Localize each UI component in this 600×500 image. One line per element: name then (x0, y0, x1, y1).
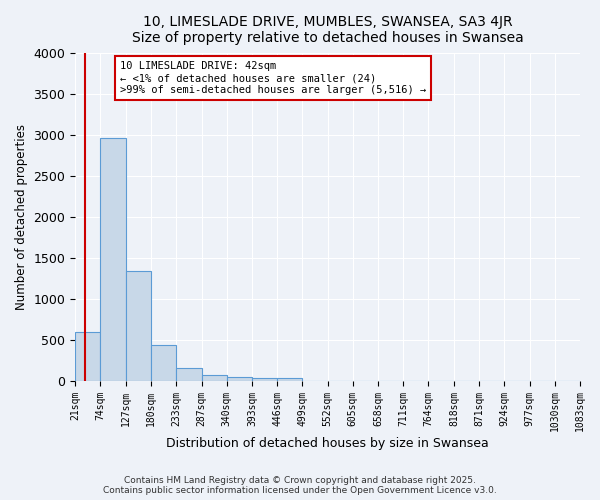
Bar (100, 138, 125, 380)
Text: 10 LIMESLADE DRIVE: 42sqm
← <1% of detached houses are smaller (24)
>99% of semi: 10 LIMESLADE DRIVE: 42sqm ← <1% of detac… (120, 62, 426, 94)
Bar (252, 378, 277, 380)
Title: 10, LIMESLADE DRIVE, MUMBLES, SWANSEA, SA3 4JR
Size of property relative to deta: 10, LIMESLADE DRIVE, MUMBLES, SWANSEA, S… (132, 15, 523, 45)
Bar (125, 271, 151, 380)
X-axis label: Distribution of detached houses by size in Swansea: Distribution of detached houses by size … (166, 437, 489, 450)
Bar (227, 378, 252, 380)
Bar (176, 368, 202, 380)
Text: Contains HM Land Registry data © Crown copyright and database right 2025.
Contai: Contains HM Land Registry data © Crown c… (103, 476, 497, 495)
Bar (75, 332, 100, 380)
Y-axis label: Number of detached properties: Number of detached properties (15, 124, 28, 310)
Bar (202, 375, 227, 380)
Bar (151, 346, 176, 380)
Bar (277, 378, 302, 380)
